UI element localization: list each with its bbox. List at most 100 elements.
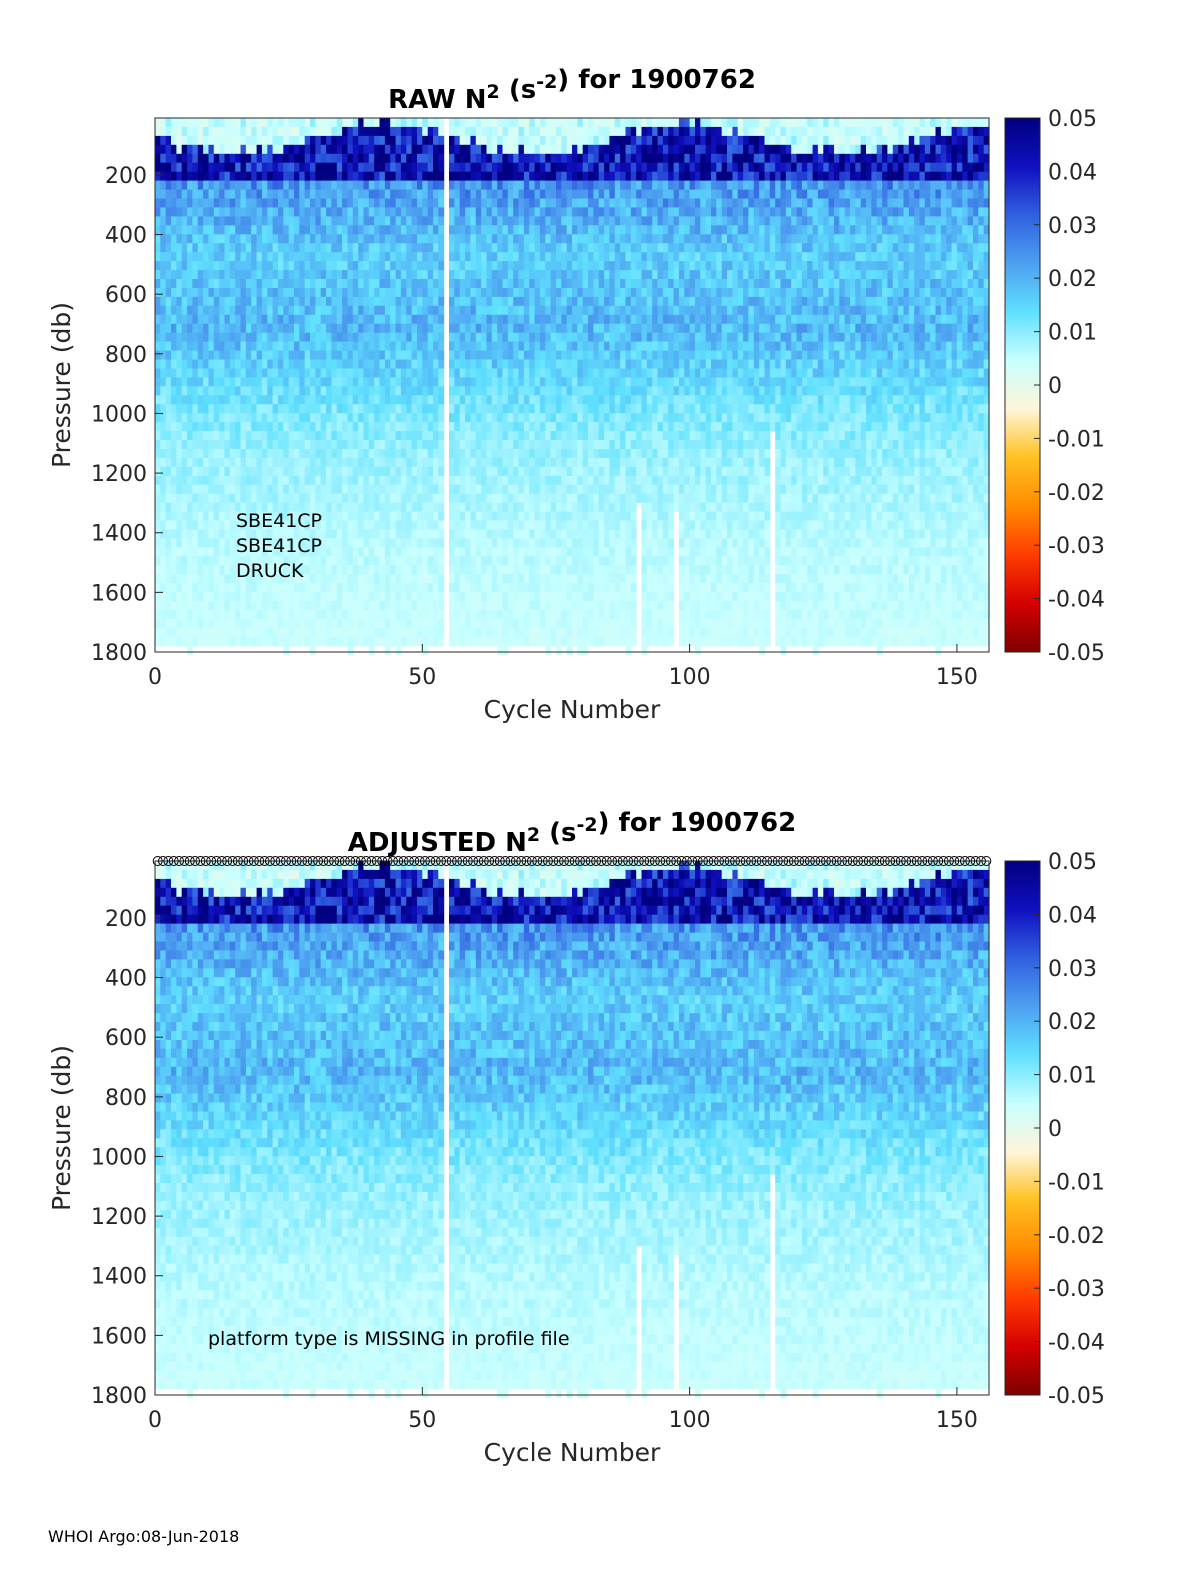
heatmap-cell — [165, 225, 172, 235]
heatmap-cell — [491, 627, 498, 638]
heatmap-cell — [155, 162, 161, 173]
heatmap-cell — [475, 440, 482, 450]
heatmap-cell — [572, 422, 578, 432]
heatmap-cell — [598, 592, 605, 602]
heatmap-cell — [331, 556, 338, 566]
heatmap-cell — [192, 332, 199, 343]
heatmap-cell — [203, 171, 209, 182]
heatmap-cell — [272, 440, 279, 450]
heatmap-cell — [256, 395, 263, 405]
heatmap-cell — [347, 449, 354, 459]
heatmap-cell — [545, 449, 552, 459]
heatmap-cell — [352, 592, 359, 602]
heatmap-cell — [577, 171, 584, 182]
heatmap-cell — [561, 413, 568, 423]
heatmap-cell — [326, 440, 332, 450]
heatmap-cell — [229, 413, 236, 423]
heatmap-cell — [299, 484, 306, 495]
heatmap-cell — [187, 556, 193, 566]
heatmap-cell — [438, 386, 445, 396]
heatmap-cell — [304, 153, 311, 164]
heatmap-cell — [192, 404, 199, 414]
heatmap-cell — [454, 180, 461, 191]
heatmap-cell — [593, 565, 600, 575]
heatmap-cell — [539, 261, 546, 271]
heatmap-cell — [261, 270, 268, 280]
heatmap-cell — [400, 529, 407, 539]
heatmap-cell — [331, 118, 338, 128]
heatmap-cell — [283, 565, 290, 575]
heatmap-cell — [358, 341, 365, 352]
heatmap-cell — [609, 332, 616, 343]
heatmap-cell — [363, 118, 370, 128]
heatmap-cell — [582, 368, 589, 378]
heatmap-cell — [240, 314, 247, 325]
heatmap-cell — [310, 144, 316, 155]
heatmap-cell — [577, 332, 584, 343]
heatmap-cell — [481, 431, 487, 441]
heatmap-cell — [545, 636, 552, 647]
heatmap-cell — [550, 368, 557, 378]
heatmap-cell — [229, 502, 236, 513]
heatmap-cell — [165, 171, 172, 182]
heatmap-cell — [577, 207, 584, 217]
heatmap-cell — [283, 493, 290, 504]
heatmap-cell — [283, 475, 290, 486]
heatmap-cell — [165, 610, 172, 620]
heatmap-cell — [561, 422, 568, 432]
heatmap-cell — [507, 475, 514, 486]
heatmap-cell — [470, 198, 477, 208]
heatmap-cell — [165, 270, 172, 280]
heatmap-cell — [363, 207, 370, 217]
heatmap-cell — [315, 627, 322, 638]
heatmap-cell — [176, 279, 183, 289]
heatmap-cell — [256, 171, 263, 182]
heatmap-cell — [422, 234, 429, 244]
heatmap-cell — [513, 332, 520, 343]
heatmap-cell — [518, 377, 525, 387]
heatmap-cell — [294, 296, 300, 307]
heatmap-cell — [283, 153, 290, 164]
heatmap-cell — [165, 547, 172, 557]
heatmap-cell — [192, 395, 199, 405]
heatmap-cell — [604, 636, 610, 647]
heatmap-cell — [534, 368, 541, 378]
heatmap-cell — [400, 440, 407, 450]
heatmap-cell — [165, 413, 172, 423]
heatmap-cell — [545, 144, 552, 155]
heatmap-cell — [481, 225, 487, 235]
heatmap-cell — [320, 368, 327, 378]
heatmap-cell — [368, 610, 375, 620]
heatmap-cell — [475, 529, 482, 539]
heatmap-cell — [336, 404, 343, 414]
heatmap-cell — [213, 189, 220, 200]
heatmap-cell — [507, 350, 514, 361]
heatmap-cell — [358, 547, 365, 557]
heatmap-cell — [368, 457, 375, 468]
heatmap-cell — [197, 279, 204, 289]
heatmap-cell — [192, 341, 199, 352]
heatmap-cell — [529, 395, 536, 405]
heatmap-cell — [192, 252, 199, 262]
heatmap-cell — [229, 565, 236, 575]
heatmap-cell — [304, 171, 311, 182]
heatmap-cell — [299, 359, 306, 369]
heatmap-cell — [507, 234, 514, 244]
heatmap-cell — [406, 440, 413, 450]
heatmap-cell — [155, 287, 161, 298]
heatmap-cell — [475, 538, 482, 548]
heatmap-cell — [497, 261, 504, 271]
heatmap-cell — [513, 341, 520, 352]
heatmap-cell — [523, 502, 530, 513]
heatmap-cell — [577, 601, 584, 611]
heatmap-cell — [363, 502, 370, 513]
heatmap-cell — [433, 466, 439, 477]
heatmap-cell — [465, 449, 471, 459]
heatmap-cell — [347, 180, 354, 191]
heatmap-cell — [181, 431, 188, 441]
heatmap-cell — [411, 287, 418, 298]
heatmap-cell — [523, 296, 530, 307]
heatmap-cell — [310, 475, 316, 486]
heatmap-cell — [187, 279, 193, 289]
heatmap-cell — [400, 565, 407, 575]
